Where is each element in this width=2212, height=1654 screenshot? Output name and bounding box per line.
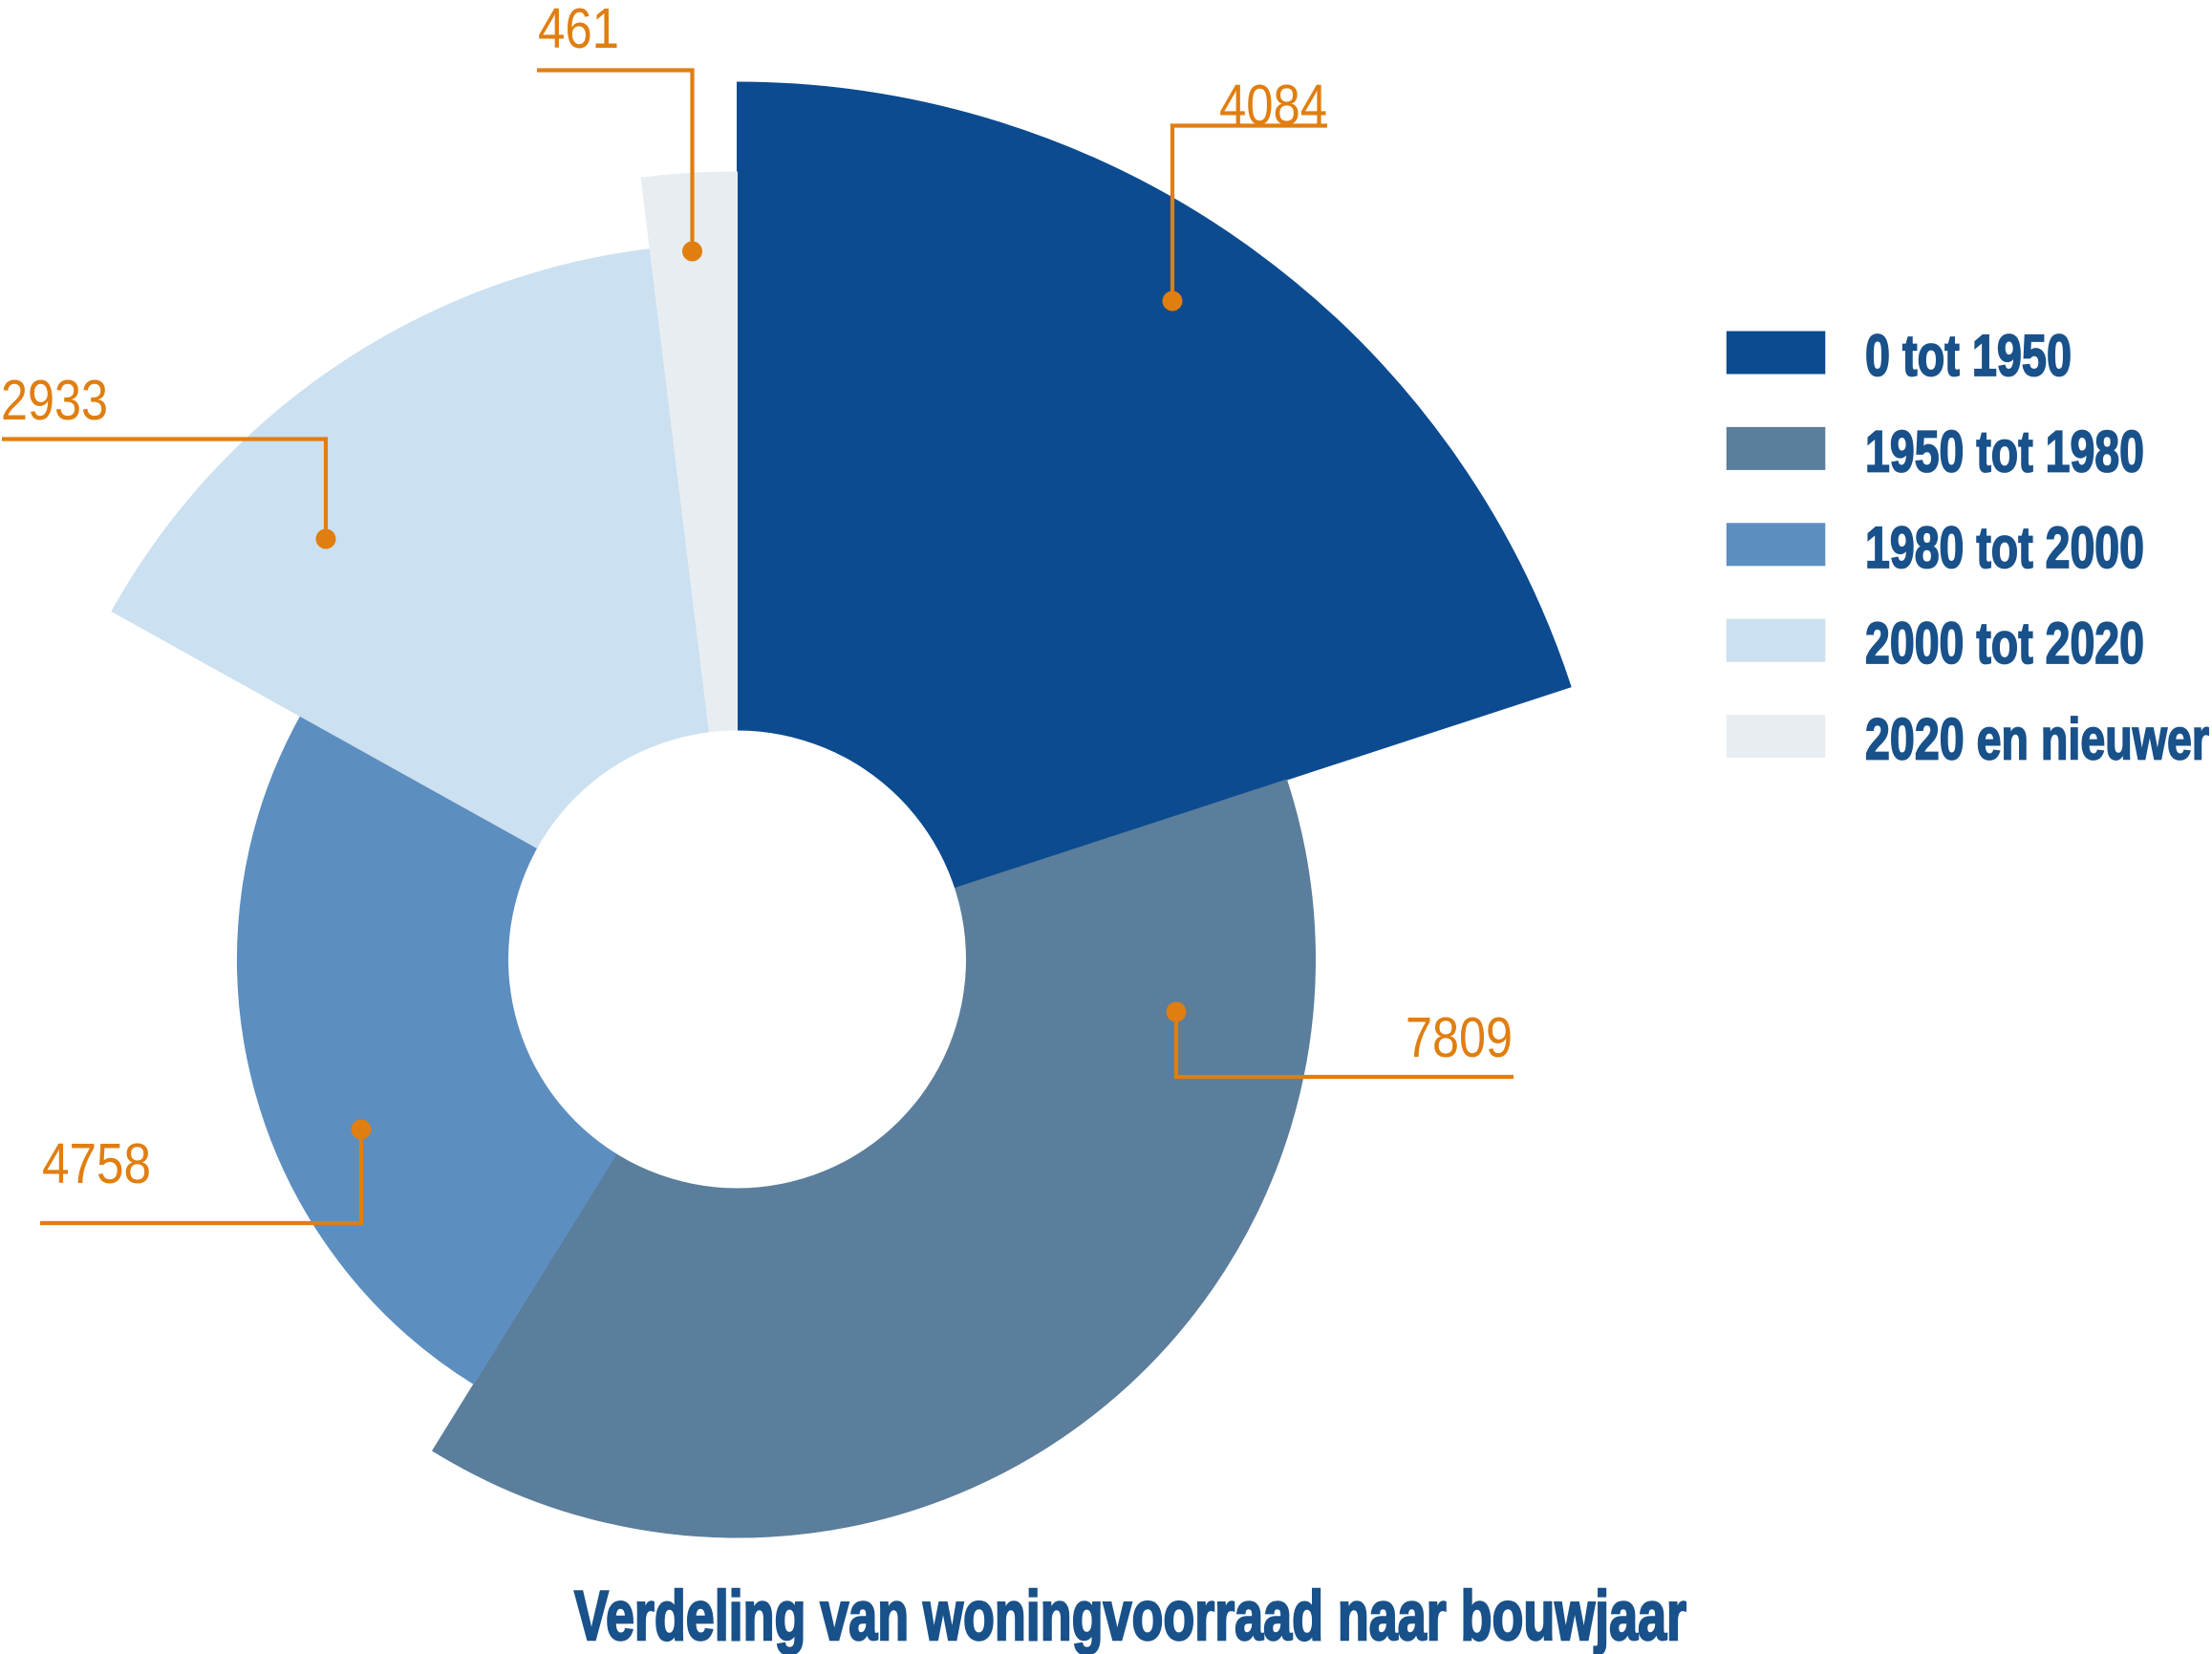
svg-text:Verdeling van woningvoorraad n: Verdeling van woningvoorraad naar bouwja… (574, 1578, 1686, 1654)
svg-text:461: 461 (538, 0, 619, 60)
svg-text:1980 tot 2000: 1980 tot 2000 (1865, 515, 2144, 580)
svg-text:1950 tot 1980: 1950 tot 1980 (1865, 419, 2144, 483)
svg-text:2933: 2933 (1, 369, 108, 432)
svg-text:2020 en nieuwer: 2020 en nieuwer (1865, 707, 2209, 772)
svg-text:4758: 4758 (42, 1132, 151, 1195)
svg-text:2000 tot 2020: 2000 tot 2020 (1865, 611, 2144, 676)
svg-text:4084: 4084 (1219, 74, 1327, 137)
svg-text:0 tot 1950: 0 tot 1950 (1865, 323, 2072, 388)
svg-text:7809: 7809 (1406, 1006, 1513, 1069)
